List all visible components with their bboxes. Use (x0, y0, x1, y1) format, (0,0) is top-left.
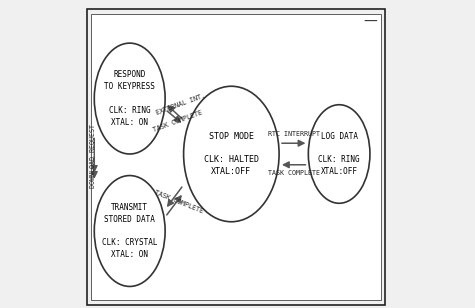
Text: RESPOND
TO KEYPRESS

CLK: RING
XTAL: ON: RESPOND TO KEYPRESS CLK: RING XTAL: ON (104, 71, 155, 127)
Text: EXTERNAL INT.: EXTERNAL INT. (155, 93, 206, 116)
Text: LOG DATA

CLK: RING
XTAL:OFF: LOG DATA CLK: RING XTAL:OFF (318, 132, 360, 176)
Ellipse shape (94, 43, 165, 154)
FancyBboxPatch shape (91, 14, 381, 300)
Ellipse shape (184, 86, 279, 222)
FancyBboxPatch shape (86, 9, 385, 305)
Text: DOWNLOAD REQUEST: DOWNLOAD REQUEST (89, 124, 95, 188)
Text: RTC INTERRUPT: RTC INTERRUPT (268, 131, 320, 137)
Ellipse shape (94, 176, 165, 286)
Ellipse shape (308, 105, 370, 203)
Text: TASK COMPLETE: TASK COMPLETE (154, 189, 204, 214)
Text: TRANSMIT
STORED DATA

CLK: CRYSTAL
XTAL: ON: TRANSMIT STORED DATA CLK: CRYSTAL XTAL: … (102, 203, 157, 259)
Text: TASK COMPLETE: TASK COMPLETE (268, 170, 320, 176)
Text: —: — (363, 14, 377, 29)
Text: STOP MODE

CLK: HALTED
XTAL:OFF: STOP MODE CLK: HALTED XTAL:OFF (204, 132, 259, 176)
Text: TASK COMPLETE: TASK COMPLETE (152, 110, 203, 133)
